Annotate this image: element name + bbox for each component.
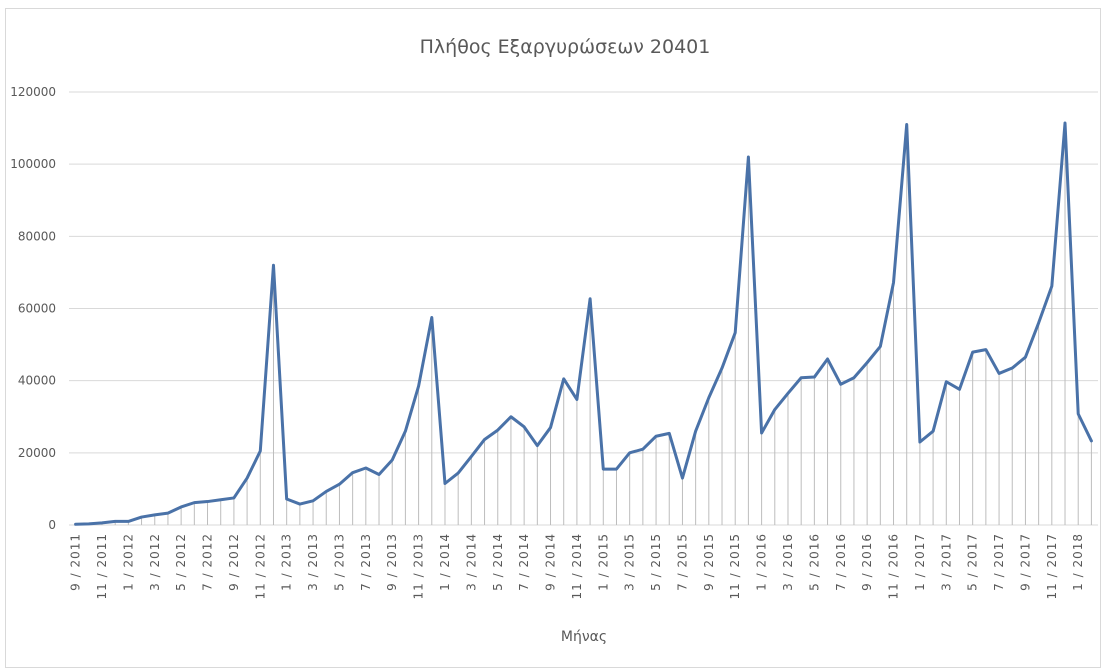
x-tick-label: 9 / 2014 (544, 533, 558, 591)
x-tick-label: 5 / 2017 (966, 533, 980, 591)
x-tick-label: 1 / 2017 (913, 533, 927, 591)
x-tick-label: 7 / 2014 (517, 533, 531, 591)
x-tick-label: 3 / 2016 (781, 533, 795, 591)
chart-title: Πλήθος Εξαργυρώσεων 20401 (420, 36, 711, 58)
x-tick-label: 1 / 2012 (121, 533, 135, 591)
y-tick-label: 0 (48, 518, 56, 532)
x-tick-label: 9 / 2017 (1018, 533, 1032, 591)
x-tick-label: 3 / 2017 (939, 533, 953, 591)
x-tick-label: 9 / 2016 (860, 533, 874, 591)
series-line (74, 121, 1093, 526)
x-axis-ticks: 9 / 2011 11 / 2011 1 / 2012 3 / 2012 5 / 201… (69, 533, 1086, 599)
x-tick-label: 9 / 2013 (385, 533, 399, 591)
x-tick-label: 7 / 2013 (359, 533, 373, 591)
x-tick-label: 3 / 2012 (148, 533, 162, 591)
x-tick-label: 11 / 2016 (887, 533, 901, 599)
x-tick-label: 3 / 2015 (623, 533, 637, 591)
y-tick-label: 60000 (18, 302, 56, 316)
x-tick-label: 3 / 2013 (306, 533, 320, 591)
x-tick-label: 11 / 2015 (728, 533, 742, 599)
x-tick-label: 1 / 2015 (596, 533, 610, 591)
x-tick-label: 5 / 2014 (491, 533, 505, 591)
y-tick-label: 100000 (10, 157, 56, 171)
x-tick-label: 1 / 2013 (280, 533, 294, 591)
gridlines (69, 91, 1098, 526)
x-tick-label: 5 / 2012 (174, 533, 188, 591)
x-tick-label: 9 / 2012 (227, 533, 241, 591)
x-tick-label: 1 / 2018 (1071, 533, 1085, 591)
x-tick-label: 11 / 2013 (412, 533, 426, 599)
x-tick-label: 3 / 2014 (464, 533, 478, 591)
x-tick-label: 9 / 2015 (702, 533, 716, 591)
x-tick-label: 7 / 2015 (675, 533, 689, 591)
y-tick-label: 80000 (18, 229, 56, 243)
y-tick-label: 20000 (18, 446, 56, 460)
y-tick-label: 40000 (18, 374, 56, 388)
x-tick-label: 11 / 2012 (253, 533, 267, 599)
x-tick-label: 1 / 2016 (755, 533, 769, 591)
x-tick-label: 5 / 2015 (649, 533, 663, 591)
x-tick-label: 11 / 2014 (570, 533, 584, 599)
x-tick-label: 7 / 2016 (834, 533, 848, 591)
x-tick-label: 9 / 2011 (69, 533, 83, 591)
drop-lines (75, 123, 1092, 525)
chart-frame (5, 8, 1101, 668)
y-axis-ticks: 0 20000 40000 60000 80000 100000 120000 (10, 85, 56, 532)
y-tick-label: 120000 (10, 85, 56, 99)
x-axis-label: Μήνας (561, 629, 607, 645)
x-tick-label: 1 / 2014 (438, 533, 452, 591)
x-tick-label: 11 / 2017 (1045, 533, 1059, 599)
x-tick-label: 7 / 2012 (201, 533, 215, 591)
x-tick-label: 7 / 2017 (992, 533, 1006, 591)
x-tick-label: 5 / 2016 (807, 533, 821, 591)
x-tick-label: 5 / 2013 (332, 533, 346, 591)
x-tick-label: 11 / 2011 (95, 533, 109, 599)
